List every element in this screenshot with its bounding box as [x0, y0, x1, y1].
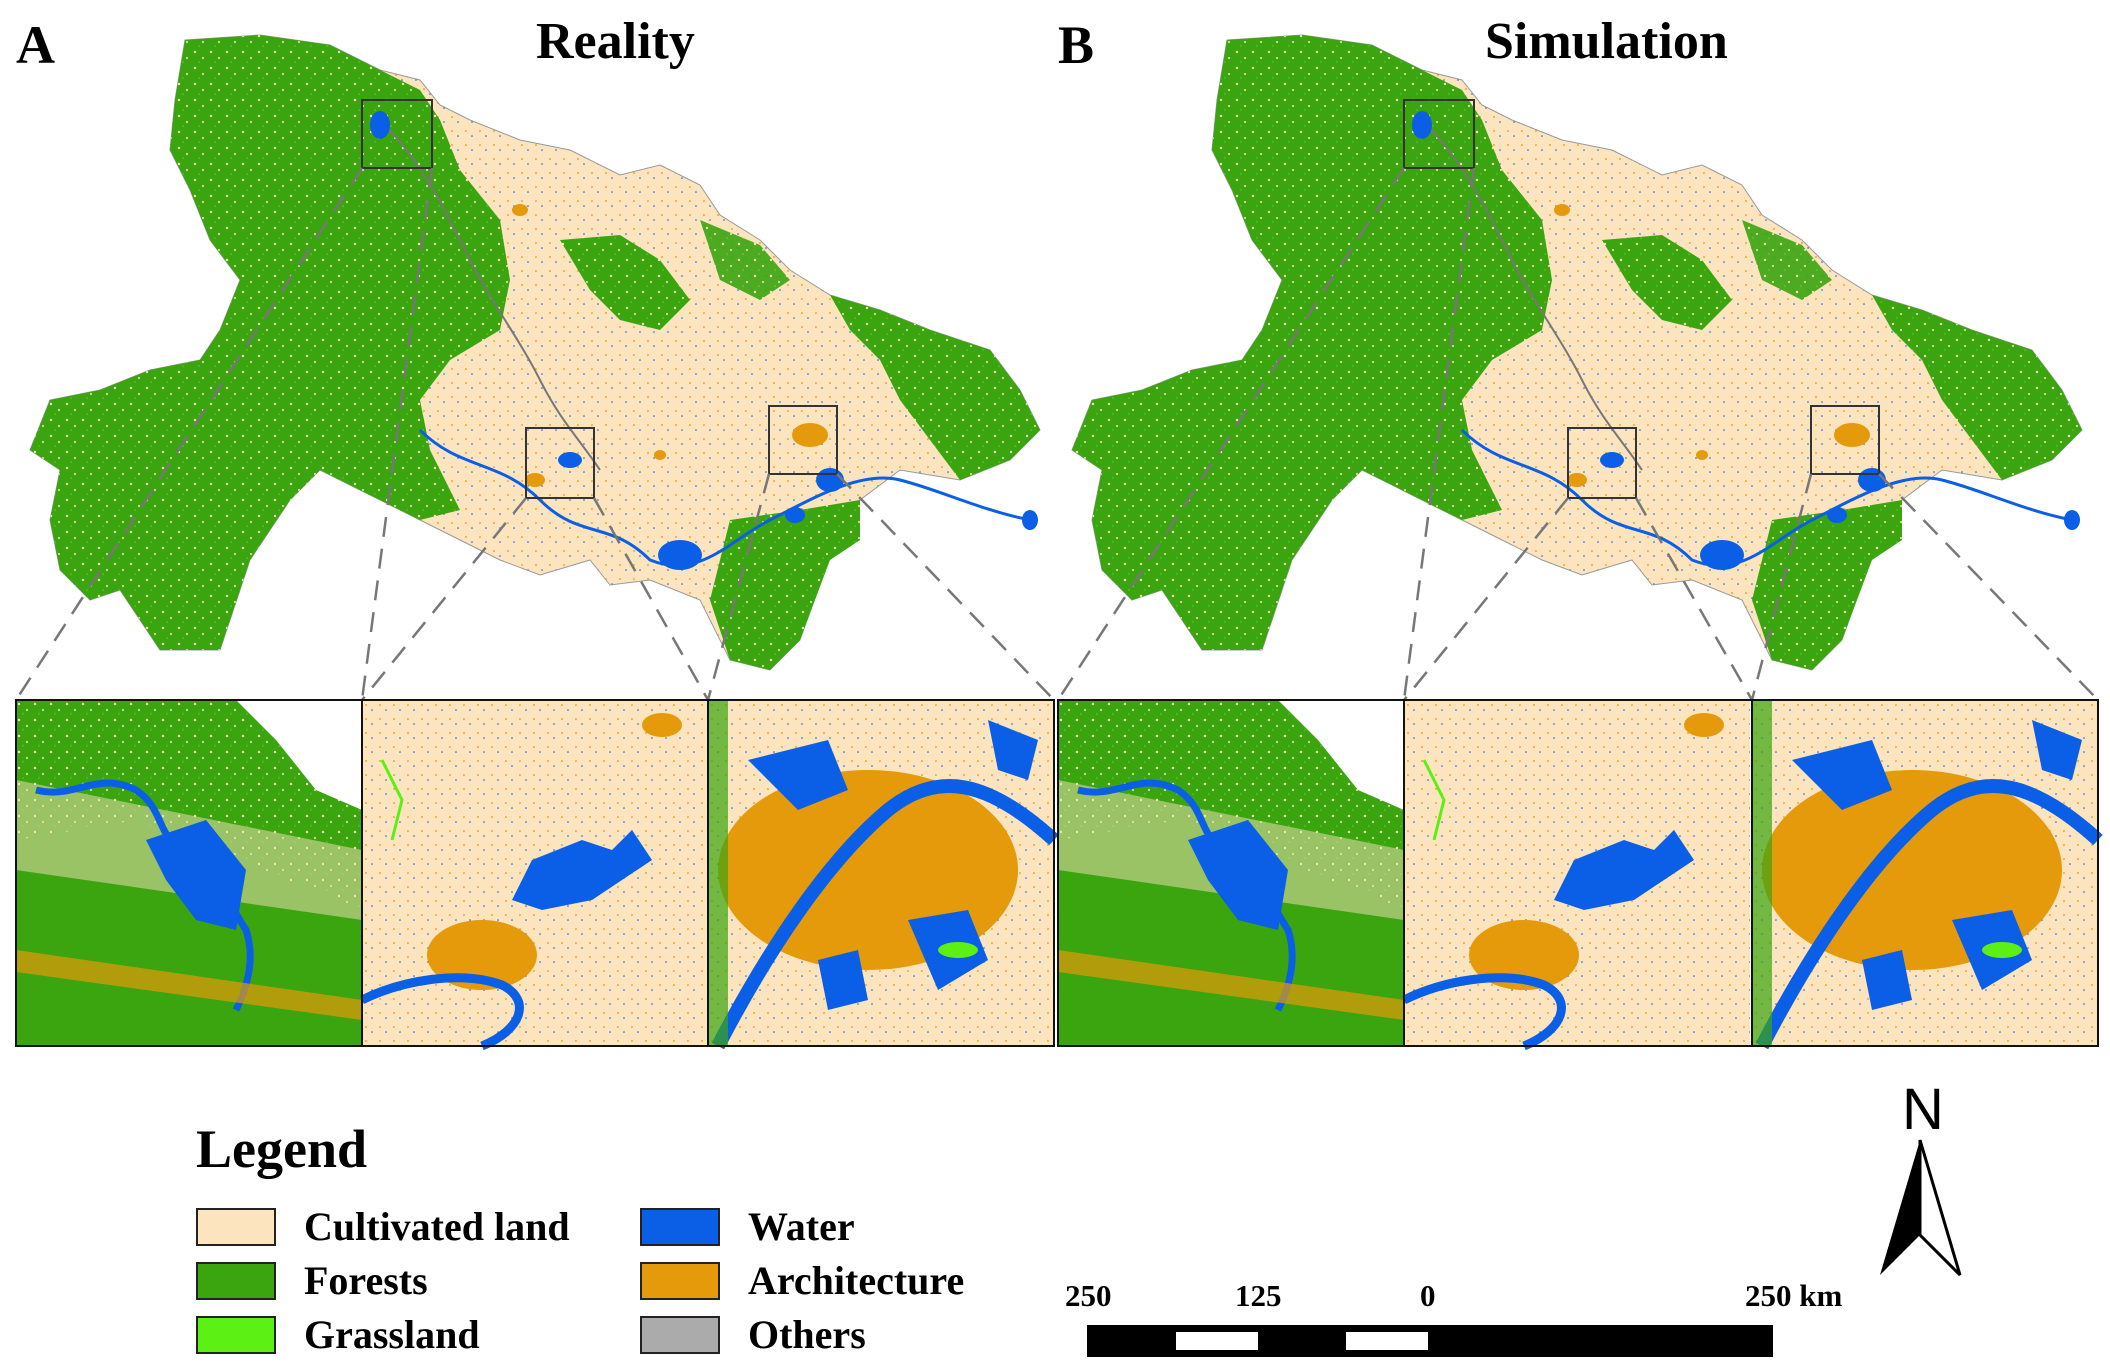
scale-bar: [1087, 1325, 1773, 1357]
legend-item-water: Water: [640, 1203, 855, 1250]
simulation-province-map: [1070, 33, 2084, 672]
panel-a-title: Reality: [536, 13, 695, 70]
scale-label-0: 0: [1420, 1278, 1436, 1313]
simulation-inset-strip: [1058, 700, 2098, 1046]
reality-province-map: [28, 33, 1042, 672]
reality-inset-strip: [16, 700, 1054, 1046]
legend-item-forests: Forests: [196, 1257, 428, 1304]
panel-b-title: Simulation: [1485, 13, 1728, 70]
legend-swatch-water: [640, 1207, 720, 1246]
legend-item-others: Others: [640, 1311, 866, 1358]
scale-label-125: 125: [1235, 1278, 1282, 1313]
legend-item-grassland: Grassland: [196, 1311, 480, 1358]
legend-title: Legend: [196, 1119, 368, 1179]
legend-swatch-forests: [196, 1261, 276, 1300]
simulation-inset-connectors: [1056, 167, 2099, 701]
simulation-inset-reservoir: [1058, 700, 1404, 1046]
reality-inset-city: [708, 700, 1054, 1046]
reality-inset-reservoir: [16, 700, 362, 1046]
panel-b-letter: B: [1058, 15, 1095, 75]
legend-swatch-cultivated-land: [196, 1207, 276, 1246]
legend-label: Architecture: [748, 1258, 965, 1303]
scale-label-250-km: 250 km: [1745, 1278, 1843, 1313]
legend-swatch-architecture: [640, 1261, 720, 1300]
north-label: N: [1902, 1077, 1944, 1142]
legend-label: Water: [748, 1204, 855, 1249]
legend-swatch-others: [640, 1315, 720, 1354]
scale-label-250: 250: [1065, 1278, 1112, 1313]
legend-item-cultivated-land: Cultivated land: [196, 1203, 570, 1250]
legend-item-architecture: Architecture: [640, 1257, 964, 1304]
legend-label: Grassland: [304, 1312, 480, 1357]
panel-a-letter: A: [16, 15, 55, 75]
north-arrow-icon: [1880, 1139, 1962, 1277]
reality-inset-connectors: [14, 167, 1055, 701]
legend-label: Cultivated land: [304, 1204, 570, 1249]
simulation-inset-plain: [1404, 700, 1750, 1046]
simulation-inset-city: [1752, 700, 2098, 1046]
reality-inset-plain: [362, 700, 708, 1046]
legend-label: Others: [748, 1312, 866, 1357]
legend-label: Forests: [304, 1258, 428, 1303]
legend-swatch-grassland: [196, 1315, 276, 1354]
